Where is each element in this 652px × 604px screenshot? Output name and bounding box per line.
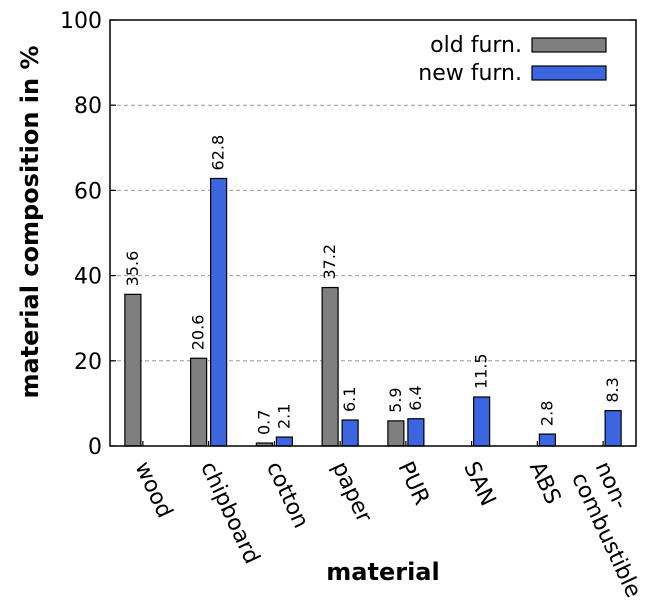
- data-label-old-3: 37.2: [320, 244, 339, 280]
- x-category-line: SAN: [458, 458, 500, 510]
- data-labels: 35.6 20.6 62.8 0.7 2.1 37.2 6.1 5.9 6.4 11.5 2.8 8.…: [123, 135, 622, 435]
- bar-old-4: [387, 420, 405, 447]
- x-category-line: ABS: [524, 458, 565, 508]
- x-category-label-7: non-combustible: [566, 458, 652, 602]
- data-label-old-4: 5.9: [386, 387, 405, 412]
- bar-old-0: [124, 293, 142, 447]
- y-axis-ticks: 0 20 40 60 80 100: [60, 9, 636, 460]
- legend-label-1: new furn.: [418, 61, 522, 86]
- bar-new-1: [210, 177, 228, 447]
- y-tick-label-0: 0: [88, 435, 102, 460]
- bars: [124, 177, 622, 447]
- bar-new-5: [473, 396, 491, 447]
- data-label-new-6: 2.8: [537, 401, 556, 426]
- bar-new-4: [407, 418, 425, 447]
- data-label-new-3: 6.1: [340, 387, 359, 412]
- x-category-label-0: wood: [129, 458, 177, 522]
- x-category-label-2: cotton: [261, 458, 313, 532]
- x-category-label-5: SAN: [458, 458, 500, 510]
- y-axis-title: material composition in %: [16, 45, 44, 398]
- x-category-line: cotton: [261, 458, 313, 532]
- y-tick-label-20: 20: [74, 350, 102, 375]
- y-tick-label-60: 60: [74, 179, 102, 204]
- plot-frame: [109, 19, 637, 447]
- legend-swatch-0: [531, 37, 607, 53]
- bar-old-1: [190, 357, 208, 447]
- bar-new-3: [341, 419, 359, 447]
- data-label-new-7: 8.3: [603, 377, 622, 402]
- x-category-line: chipboard: [195, 458, 264, 568]
- data-label-new-1: 62.8: [209, 135, 228, 171]
- y-tick-label-80: 80: [74, 94, 102, 119]
- x-axis-title: material: [326, 558, 439, 586]
- legend-label-0: old furn.: [430, 33, 522, 58]
- x-category-label-1: chipboard: [195, 458, 264, 568]
- x-category-label-4: PUR: [392, 458, 434, 509]
- data-label-old-0: 35.6: [123, 251, 142, 287]
- bar-old-3: [321, 286, 339, 447]
- data-label-old-1: 20.6: [189, 315, 208, 351]
- data-label-old-2: 0.7: [254, 410, 273, 435]
- data-label-new-5: 11.5: [472, 353, 491, 389]
- data-label-new-4: 6.4: [406, 385, 425, 410]
- legend: old furn. new furn.: [418, 33, 607, 86]
- legend-swatch-1: [531, 65, 607, 81]
- y-tick-label-40: 40: [74, 265, 102, 290]
- y-tick-label-100: 100: [60, 9, 102, 34]
- x-category-label-6: ABS: [524, 458, 565, 508]
- x-category-line: wood: [129, 458, 177, 522]
- bar-new-6: [538, 433, 556, 447]
- x-category-line: paper: [327, 458, 377, 527]
- x-category-line: PUR: [392, 458, 434, 509]
- data-label-new-2: 2.1: [274, 404, 293, 429]
- bar-new-7: [604, 410, 622, 447]
- x-category-label-3: paper: [327, 458, 377, 527]
- bar-new-2: [275, 436, 293, 447]
- plot-border: [109, 19, 637, 447]
